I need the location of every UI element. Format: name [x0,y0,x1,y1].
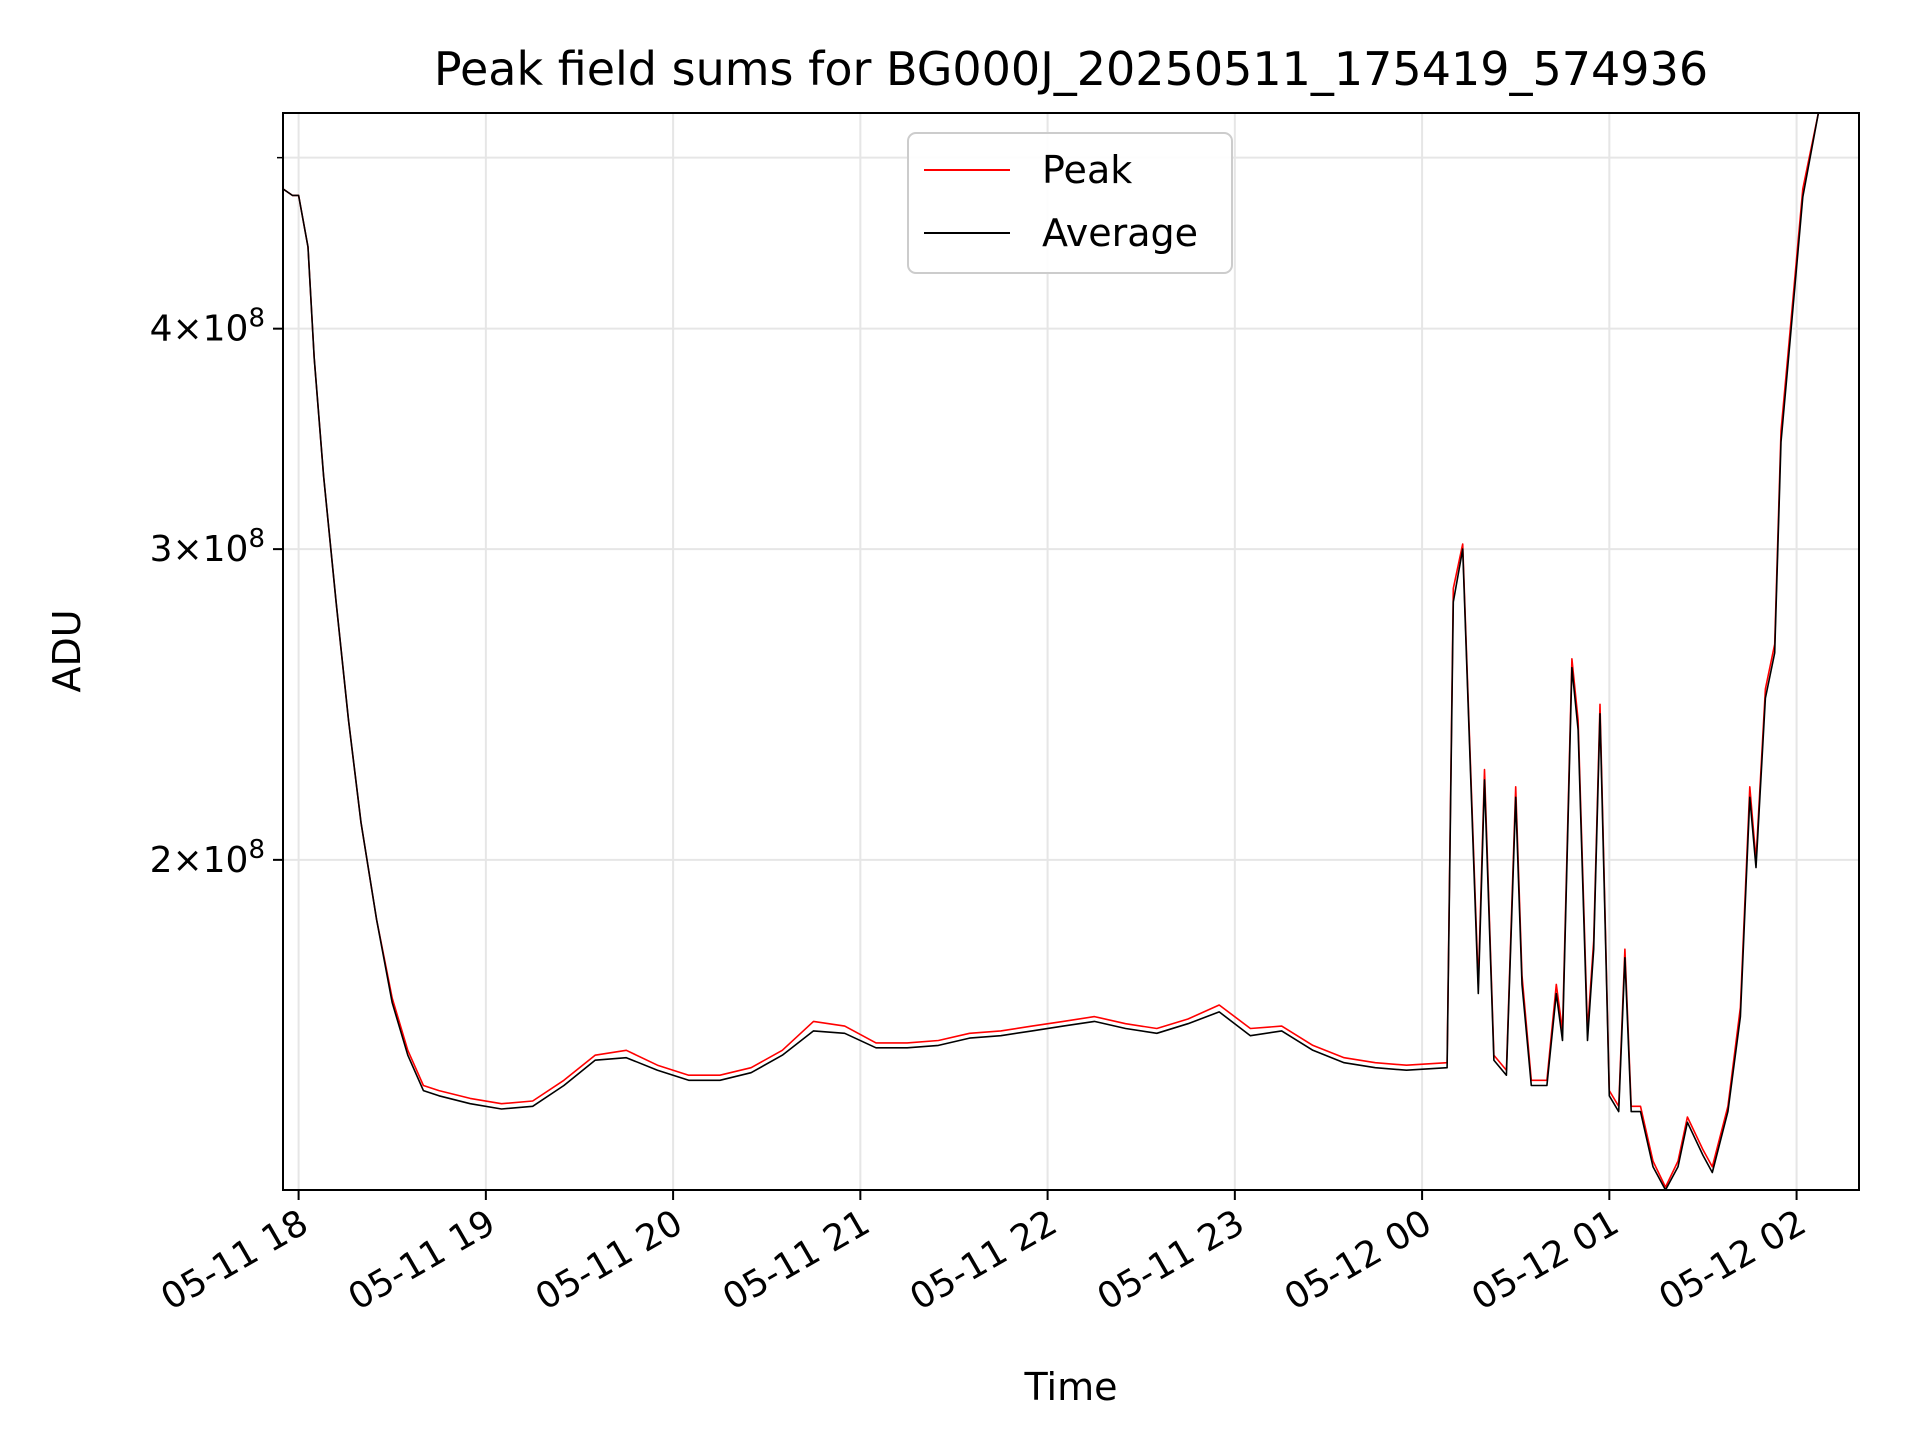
series-line-average [283,113,1820,1190]
x-axis-label: Time [1024,1365,1118,1409]
y-tick-label: 2×108 [150,835,265,881]
legend-box [907,132,1233,274]
y-tick-label: 3×108 [150,524,265,570]
legend-label-average: Average [1042,211,1198,255]
legend-label-peak: Peak [1042,148,1132,192]
legend: Peak Average [907,132,1233,274]
series-layer [283,113,1820,1190]
y-axis: 2×108 3×108 4×108 [150,156,283,881]
plot-frame [282,112,1860,1191]
y-axis-label: ADU [45,609,89,692]
chart-title: Peak field sums for BG000J_20250511_1754… [434,42,1708,96]
y-tick-label: 4×108 [150,304,265,350]
series-line-peak [283,113,1820,1188]
